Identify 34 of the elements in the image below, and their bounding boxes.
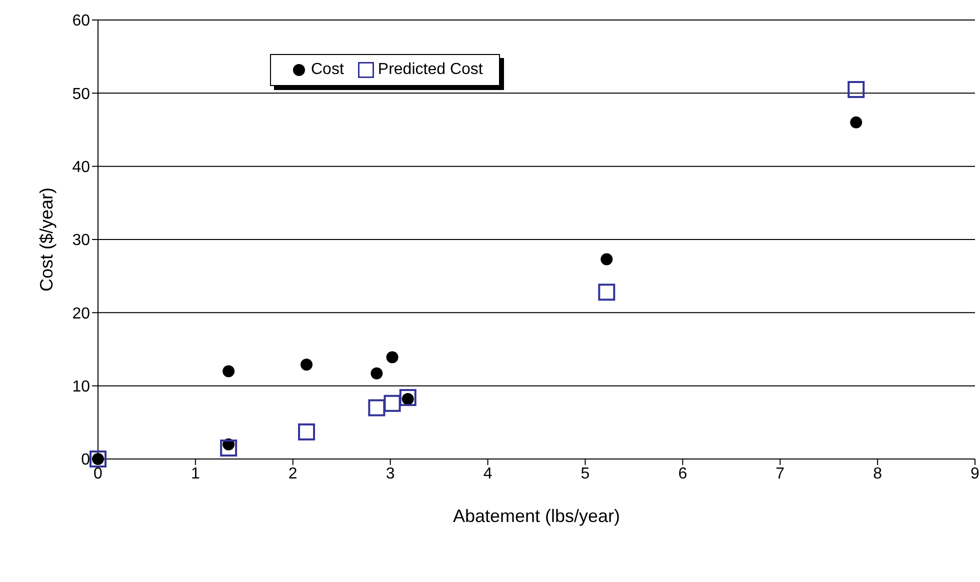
y-tick-label: 60	[72, 12, 90, 30]
point	[850, 116, 862, 128]
x-axis-title: Abatement (lbs/year)	[452, 506, 620, 526]
x-tick-label: 4	[483, 465, 492, 482]
point	[370, 367, 383, 380]
point	[300, 358, 313, 371]
x-tick-label: 0	[94, 465, 103, 482]
y-axis-title: Cost ($/year)	[36, 187, 56, 292]
point	[386, 351, 398, 364]
x-tick-label: 5	[580, 465, 590, 482]
y-tick-label: 10	[72, 378, 90, 396]
y-tick-label: 20	[72, 305, 90, 322]
point	[222, 365, 235, 378]
y-tick-label: 30	[72, 232, 90, 250]
x-tick-label: 7	[776, 465, 785, 482]
point	[848, 81, 865, 98]
x-tick-label: 3	[386, 465, 395, 482]
y-tick-label: 50	[72, 86, 90, 103]
point	[399, 389, 416, 406]
point	[220, 440, 238, 457]
x-tick-label: 6	[678, 465, 688, 482]
x-tick-label: 2	[288, 465, 298, 482]
y-tick-label: 0	[81, 452, 90, 469]
point	[598, 284, 616, 301]
y-tick-label: 40	[72, 159, 90, 176]
point	[600, 253, 613, 266]
point	[368, 399, 386, 416]
point	[298, 423, 316, 440]
x-tick-label: 9	[970, 465, 980, 482]
legend-label: Cost	[311, 61, 344, 79]
legend-label: Predicted Cost	[378, 61, 483, 79]
point	[384, 394, 401, 412]
x-tick-label: 1	[190, 465, 200, 482]
x-tick-label: 8	[873, 465, 882, 482]
